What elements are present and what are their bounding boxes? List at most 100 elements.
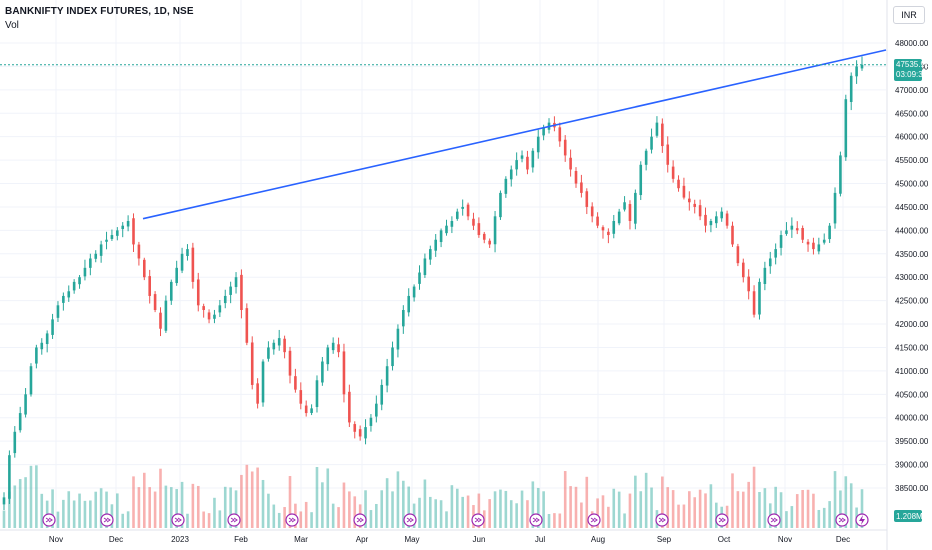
volume-bar	[752, 466, 756, 528]
candle-body	[698, 205, 702, 217]
candle-body	[563, 139, 567, 156]
candle-body	[89, 258, 92, 268]
time-tick-label: Dec	[109, 535, 123, 544]
candle-body	[288, 350, 292, 376]
candle-body	[326, 347, 330, 365]
volume-bar	[137, 487, 141, 528]
candle-body	[715, 216, 718, 224]
candle-body	[358, 429, 362, 437]
volume-bar	[385, 478, 389, 528]
volume-bar	[364, 490, 367, 528]
volume-bar	[375, 503, 378, 528]
event-markers[interactable]	[42, 513, 869, 527]
arrow-icon	[45, 517, 53, 523]
candle-body	[121, 225, 125, 230]
candle-body	[839, 155, 842, 194]
candle-body	[369, 417, 373, 426]
volume-bar	[693, 497, 697, 528]
volume-bar	[822, 507, 826, 528]
candle-body	[828, 225, 831, 240]
candle-body	[99, 244, 103, 256]
volume-bar	[688, 491, 691, 528]
volume-bar	[342, 482, 346, 528]
candle-body	[504, 178, 508, 194]
chart-title[interactable]: BANKNIFTY INDEX FUTURES, 1D, NSE	[5, 6, 194, 17]
candle-body	[817, 244, 821, 252]
volume-bar	[429, 496, 432, 528]
candle-body	[731, 225, 734, 245]
candle-body	[277, 338, 281, 346]
price-tick-label: 42000.00	[895, 320, 929, 329]
price-tick-label: 38500.00	[895, 484, 929, 493]
volume-bar	[617, 491, 621, 528]
price-tick-label: 44000.00	[895, 226, 929, 235]
volume-bar	[763, 488, 767, 528]
candle-body	[655, 122, 659, 136]
candle-body	[132, 218, 135, 245]
trendline[interactable]	[142, 49, 887, 220]
volume-bar	[99, 488, 103, 528]
volume-bar	[40, 493, 44, 528]
price-candles	[2, 56, 864, 510]
volume-bar	[240, 474, 243, 528]
volume-bar	[741, 491, 745, 528]
candle-body	[272, 342, 276, 350]
candle-body	[596, 216, 599, 226]
price-tick-label: 42500.00	[895, 297, 929, 306]
candle-body	[812, 242, 815, 250]
candle-body	[207, 312, 211, 320]
price-tick-label: 41000.00	[895, 367, 929, 376]
candle-body	[542, 127, 545, 136]
time-axis[interactable]: Nov Dec 2023 Feb Mar Apr May Jun Jul Aug Sep Oct Nov…	[0, 529, 887, 544]
volume-bars	[2, 464, 864, 528]
candle-body	[229, 286, 232, 295]
volume-bar	[315, 466, 319, 528]
candle-body	[56, 305, 60, 318]
candle-body	[234, 277, 238, 288]
volume-bar	[644, 472, 648, 528]
candle-body	[299, 390, 303, 404]
volume-bar	[202, 511, 205, 528]
candle-body	[186, 249, 189, 256]
volume-bar	[504, 490, 508, 528]
candle-body	[590, 206, 594, 217]
volume-bar	[671, 490, 675, 528]
volume-bar	[245, 464, 249, 528]
candle-body	[24, 394, 27, 415]
volume-bar	[267, 493, 270, 528]
candle-body	[758, 281, 761, 315]
volume-indicator-label[interactable]: Vol	[5, 20, 19, 31]
volume-bar	[261, 479, 265, 528]
candle-body	[725, 213, 729, 226]
volume-bar	[24, 477, 27, 528]
volume-bar	[439, 500, 443, 528]
price-tick-label: 46500.00	[895, 109, 929, 118]
volume-bar	[682, 504, 686, 528]
candle-body	[455, 211, 459, 219]
candle-body	[580, 182, 583, 193]
candle-body	[175, 267, 178, 284]
time-tick-label: Jul	[535, 535, 545, 544]
volume-bar	[299, 511, 303, 528]
price-tick-label: 40500.00	[895, 390, 929, 399]
candle-body	[477, 223, 481, 236]
price-axis[interactable]: 48000.0047500.0047000.0046500.0046000.00…	[886, 0, 929, 550]
candle-body	[833, 192, 837, 224]
candle-body	[806, 241, 810, 245]
currency-button[interactable]: INR	[893, 6, 925, 24]
candle-body	[450, 221, 454, 227]
volume-bar	[450, 485, 454, 528]
time-tick-label: Feb	[234, 535, 248, 544]
volume-bar	[116, 493, 119, 528]
candle-body	[855, 66, 858, 77]
candle-body	[569, 157, 572, 170]
candle-body	[169, 281, 173, 301]
candle-body	[2, 497, 6, 505]
volume-bar	[159, 468, 162, 528]
volume-bar	[704, 493, 707, 528]
volume-bar	[153, 491, 157, 528]
candle-body	[375, 403, 378, 417]
volume-bar	[434, 499, 437, 528]
volume-bar	[213, 497, 216, 528]
candle-body	[661, 123, 664, 147]
